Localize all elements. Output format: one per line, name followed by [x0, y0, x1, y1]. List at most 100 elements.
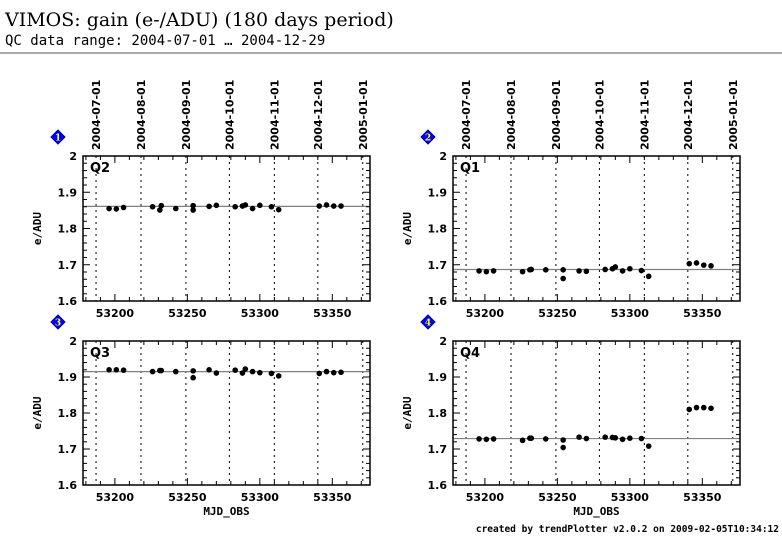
date-tick-label: 2005-01-01 — [727, 80, 740, 150]
data-point — [483, 436, 490, 443]
data-point — [316, 203, 323, 209]
data-point — [583, 268, 590, 275]
y-tick-label: 1.9 — [58, 186, 78, 199]
panel-number-badge: 4 — [420, 314, 436, 330]
x-tick-label: 53200 — [466, 491, 505, 504]
date-tick-label: 2004-11-01 — [268, 80, 281, 150]
x-tick-label: 53350 — [313, 491, 352, 504]
data-point — [619, 436, 626, 443]
data-point — [576, 434, 582, 440]
data-point — [213, 370, 220, 376]
y-tick-label: 1.9 — [428, 371, 448, 384]
data-point — [560, 444, 566, 451]
data-point — [158, 367, 165, 374]
y-tick-label: 2 — [69, 150, 77, 163]
data-point — [149, 203, 156, 210]
data-point — [106, 205, 112, 212]
data-point — [120, 204, 127, 211]
date-tick-label: 2004-09-01 — [550, 80, 563, 150]
y-tick-label: 1.7 — [428, 259, 448, 272]
panel-number-badge: 2 — [420, 129, 436, 145]
data-point — [206, 203, 212, 210]
data-point — [106, 367, 112, 373]
data-point — [239, 370, 246, 376]
x-tick-label: 53250 — [168, 491, 207, 504]
data-point — [257, 202, 263, 209]
y-tick-label: 1.8 — [58, 223, 78, 236]
x-tick-label: 53200 — [96, 307, 135, 320]
data-point — [528, 435, 535, 442]
y-tick-label: 1.6 — [428, 479, 448, 492]
data-point — [323, 368, 330, 375]
y-axis-label: e/ADU — [401, 396, 414, 429]
date-tick-label: 2004-10-01 — [593, 80, 606, 150]
date-tick-label: 2004-12-01 — [682, 80, 695, 150]
data-point — [602, 434, 608, 440]
data-point — [490, 436, 497, 442]
data-point — [158, 202, 165, 209]
panel-q1: 2004-07-01 2004-08-01 2004-09-01 2004-10-01… — [401, 80, 741, 320]
chart-subtitle: QC data range: 2004-07-01 … 2004-12-29 — [5, 33, 325, 49]
badge-number: 1 — [55, 134, 61, 144]
x-tick-label: 53350 — [313, 307, 352, 320]
data-point — [232, 203, 238, 210]
badge-diamond-icon — [420, 129, 436, 145]
data-point — [627, 265, 633, 272]
plot-frame — [452, 340, 741, 486]
y-tick-label: 1.7 — [58, 259, 78, 272]
data-point — [542, 267, 549, 273]
date-tick-label: 2004-07-01 — [90, 80, 103, 150]
panel-q3: 53200 53250 53300 53350 1.6 1.7 1.8 1.9 2 e/ADU MJ… — [31, 314, 371, 518]
panel-label: Q4 — [460, 346, 480, 361]
data-point — [330, 203, 337, 209]
date-tick-label: 2004-09-01 — [180, 80, 193, 150]
data-point — [612, 435, 619, 441]
data-point — [693, 260, 700, 266]
data-point — [476, 268, 482, 274]
badge-diamond-icon — [420, 314, 436, 330]
data-point — [330, 369, 337, 376]
data-point — [619, 268, 626, 274]
badge-diamond-icon — [50, 314, 66, 330]
data-point — [190, 202, 196, 209]
data-point — [190, 374, 196, 381]
badge-number: 4 — [425, 319, 431, 329]
data-point — [708, 263, 714, 269]
panel-number-badge: 3 — [50, 314, 66, 330]
data-point — [172, 368, 179, 375]
data-point — [686, 406, 693, 413]
x-tick-label: 53300 — [241, 491, 280, 504]
y-axis-label: e/ADU — [31, 396, 44, 429]
data-point — [113, 206, 120, 212]
data-point — [268, 370, 275, 377]
data-point — [645, 443, 652, 449]
data-point — [560, 267, 566, 273]
date-tick-label: 2004-10-01 — [223, 80, 236, 150]
panel-q2: 2004-07-01 2004-08-01 2004-09-01 2004-10-01… — [31, 80, 371, 320]
plot-frame — [452, 155, 741, 302]
data-point — [560, 275, 566, 282]
data-point — [490, 268, 497, 274]
y-tick-label: 1.7 — [58, 443, 78, 456]
y-tick-label: 1.6 — [428, 295, 448, 308]
plot-frame — [82, 340, 371, 486]
x-tick-label: 53350 — [683, 307, 722, 320]
y-tick-label: 1.9 — [58, 371, 78, 384]
badge-diamond-icon — [50, 129, 66, 145]
data-point — [113, 367, 120, 373]
plot-frame — [82, 155, 371, 302]
data-point — [708, 405, 714, 412]
data-point — [249, 368, 256, 375]
data-point — [338, 369, 344, 376]
date-tick-label: 2004-07-01 — [460, 80, 473, 150]
panel-label: Q3 — [90, 346, 110, 361]
date-tick-label: 2004-12-01 — [312, 80, 325, 150]
panel-number-badge: 1 — [50, 129, 66, 145]
x-tick-label: 53350 — [683, 491, 722, 504]
data-point — [213, 202, 220, 209]
data-point — [519, 437, 526, 444]
x-tick-label: 53200 — [96, 491, 135, 504]
x-axis-label: MJD_OBS — [203, 505, 249, 518]
x-tick-label: 53250 — [538, 491, 577, 504]
data-point — [120, 367, 127, 373]
